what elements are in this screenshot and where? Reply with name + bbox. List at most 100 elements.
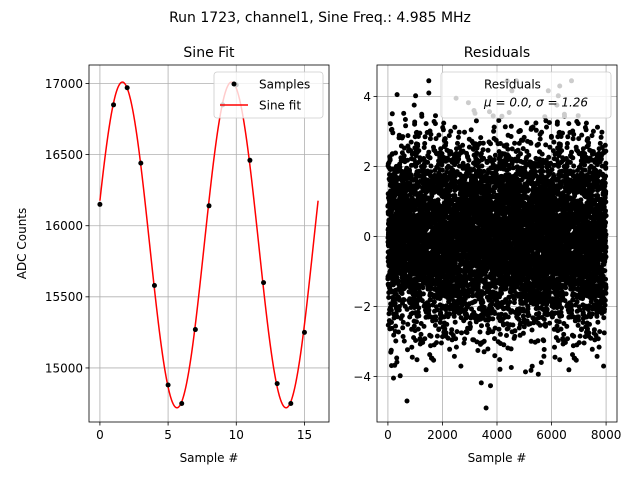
figure-suptitle: Run 1723, channel1, Sine Freq.: 4.985 MH… — [169, 10, 471, 26]
residual-point — [402, 285, 408, 291]
sine-fit-ytick-label-1: 15500 — [45, 290, 83, 304]
residual-point — [387, 157, 393, 163]
sample-point-8 — [206, 203, 212, 209]
residual-point — [420, 285, 426, 291]
residual-point — [488, 383, 493, 389]
sine-fit-ytick-label-2: 16000 — [45, 219, 83, 233]
residual-point — [389, 319, 394, 325]
sine-fit-ytick-label-4: 17000 — [45, 77, 83, 91]
residual-point — [499, 290, 504, 296]
residual-point — [493, 284, 498, 290]
residual-point — [409, 344, 415, 350]
residual-point — [491, 128, 497, 134]
residual-point — [428, 131, 434, 137]
sine-fit-xtick-label-1: 5 — [164, 428, 172, 442]
residual-point — [411, 102, 417, 108]
residual-point — [386, 295, 392, 300]
residual-point — [420, 340, 426, 345]
sample-point-5 — [165, 382, 171, 388]
sample-point-2 — [124, 85, 130, 91]
residual-point — [411, 323, 417, 329]
residual-point — [458, 363, 464, 369]
sine-fit-grid — [89, 65, 329, 422]
residual-point — [459, 330, 464, 336]
residual-point — [388, 307, 394, 313]
residual-point — [478, 380, 484, 386]
residual-point — [417, 130, 423, 136]
residual-point — [413, 338, 419, 343]
residual-point — [420, 291, 426, 297]
residual-point — [390, 130, 396, 136]
residual-point — [443, 330, 449, 336]
residual-point — [433, 113, 438, 119]
residual-point — [440, 127, 446, 133]
residual-point — [477, 329, 483, 335]
residual-point — [415, 141, 421, 147]
residual-point — [428, 314, 434, 320]
residual-point — [393, 338, 399, 344]
residual-point — [466, 157, 472, 163]
residual-point — [508, 134, 514, 139]
residual-point — [396, 329, 401, 335]
residual-point — [387, 121, 393, 127]
sine-fit-axes: Sine Fit 0 5 10 151500015500160001650017000… — [15, 45, 330, 465]
residual-point — [505, 146, 511, 152]
residual-point — [447, 311, 453, 317]
residual-point — [436, 247, 442, 253]
residual-point — [394, 359, 400, 365]
residual-point — [490, 316, 496, 322]
residual-point — [421, 163, 427, 169]
residual-point — [426, 78, 432, 84]
residual-point — [413, 93, 419, 99]
residual-point — [394, 355, 400, 361]
residual-point — [427, 136, 433, 142]
residual-point — [462, 336, 468, 342]
residual-point — [473, 118, 479, 124]
residual-point — [439, 167, 445, 173]
residual-point — [436, 132, 442, 138]
residual-point — [496, 326, 502, 332]
sine-fit-xtick-label-0: 0 — [96, 428, 104, 442]
residual-point — [434, 333, 440, 339]
residual-point — [464, 330, 470, 336]
residual-point — [391, 375, 396, 381]
sine-fit-spines — [88, 64, 330, 423]
residual-point — [481, 338, 487, 344]
residual-point — [443, 140, 449, 146]
residual-point — [422, 141, 428, 146]
sine-fit-xtick-label-3: 15 — [297, 428, 312, 442]
residual-point — [426, 307, 432, 313]
residual-point — [425, 159, 431, 165]
residual-point — [488, 141, 493, 147]
residual-point — [400, 319, 406, 325]
sine-fit-ytick-label-3: 16500 — [45, 148, 83, 162]
residual-point — [405, 133, 411, 139]
residual-point — [442, 136, 448, 142]
residual-point — [510, 322, 516, 328]
residual-point — [394, 314, 400, 320]
residual-point — [389, 111, 395, 117]
residual-point — [456, 129, 462, 135]
residual-point — [444, 321, 450, 327]
residual-point — [431, 299, 437, 305]
legend-samples-marker — [231, 81, 237, 87]
residual-point — [496, 118, 502, 123]
residual-point — [426, 149, 432, 155]
residual-point — [492, 353, 498, 359]
residual-point — [416, 183, 422, 189]
residual-point — [433, 317, 439, 323]
residual-point — [405, 321, 411, 327]
sine-fit-legend-frame — [213, 71, 324, 119]
residual-point — [479, 323, 484, 329]
residual-point — [508, 123, 514, 129]
residual-point — [491, 157, 497, 163]
residual-point — [480, 140, 486, 146]
residual-point — [452, 319, 458, 325]
sample-point-1 — [111, 102, 117, 108]
residual-point — [405, 157, 410, 163]
residual-point — [462, 129, 467, 135]
residual-point — [497, 331, 503, 337]
residual-point — [480, 147, 486, 153]
residual-point — [416, 313, 422, 319]
residual-point — [504, 142, 510, 148]
